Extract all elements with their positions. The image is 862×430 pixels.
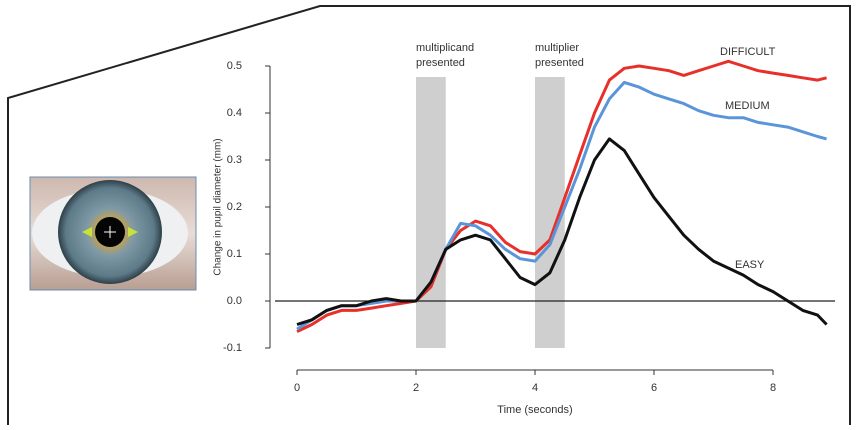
y-tick-label: 0.2 xyxy=(227,201,242,213)
series-line xyxy=(296,59,827,333)
y-tick-label: 0.5 xyxy=(227,60,242,72)
region-label: presented xyxy=(416,57,465,69)
y-axis-label: Change in pupil diameter (mm) xyxy=(213,138,224,275)
x-tick-label: 2 xyxy=(413,382,419,394)
series-label: EASY xyxy=(735,259,765,271)
y-tick-label: -0.1 xyxy=(223,342,242,354)
x-tick-label: 4 xyxy=(532,382,538,394)
series-line xyxy=(296,137,828,326)
y-tick-label: 0.0 xyxy=(227,295,242,307)
frame xyxy=(7,5,851,425)
series-label: MEDIUM xyxy=(725,100,770,112)
y-tick-label: 0.1 xyxy=(227,248,242,260)
y-tick-label: 0.3 xyxy=(227,154,242,166)
x-tick-label: 6 xyxy=(651,382,657,394)
y-tick-label: 0.4 xyxy=(227,107,242,119)
x-tick-label: 8 xyxy=(770,382,776,394)
region-label: multiplicand xyxy=(416,42,474,54)
region-label: multiplier xyxy=(535,42,579,54)
eye-photo xyxy=(29,176,197,291)
x-axis-label: Time (seconds) xyxy=(497,404,572,416)
shaded-region xyxy=(416,77,446,348)
series-label: DIFFICULT xyxy=(720,46,776,58)
region-label: presented xyxy=(535,57,584,69)
x-tick-label: 0 xyxy=(294,382,300,394)
series-line xyxy=(296,80,827,331)
